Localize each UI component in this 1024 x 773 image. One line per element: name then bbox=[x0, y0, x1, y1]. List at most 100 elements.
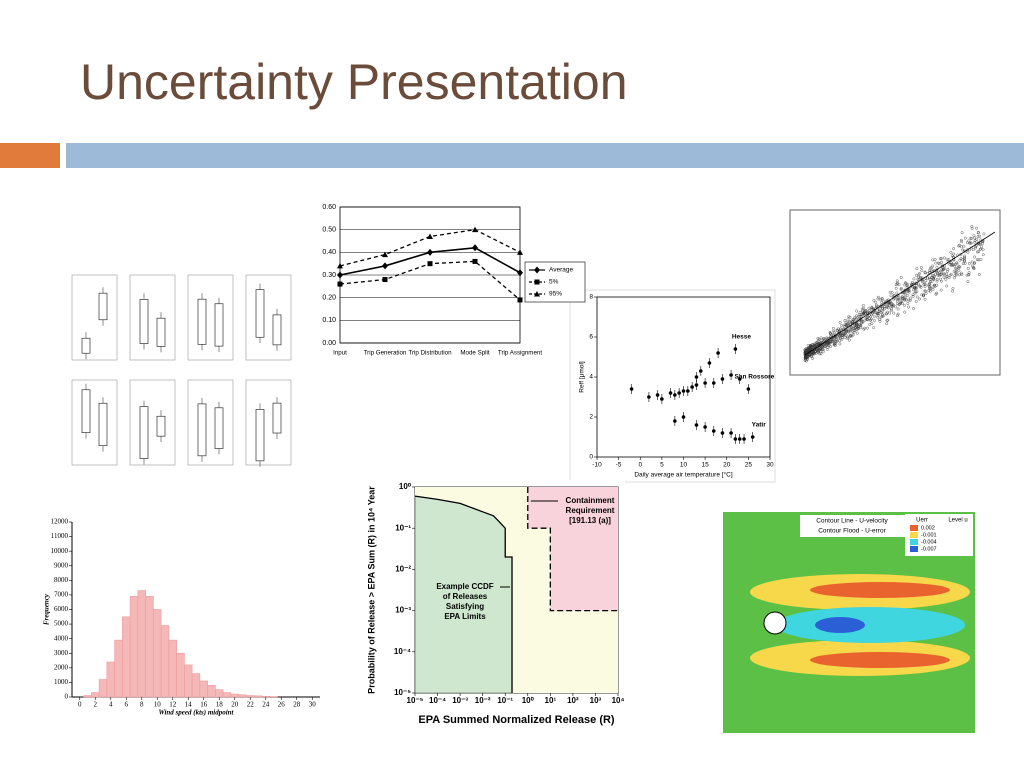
point bbox=[734, 437, 738, 441]
legend-label: 5% bbox=[549, 279, 559, 286]
point bbox=[695, 383, 699, 387]
y-tick-label: 0.50 bbox=[322, 227, 336, 234]
contour-band bbox=[815, 617, 865, 633]
y-tick-label: 5000 bbox=[54, 620, 69, 628]
legend-title: Level u bbox=[948, 518, 967, 524]
x-tick-label: 4 bbox=[109, 701, 113, 709]
point bbox=[699, 369, 703, 373]
x-tick-label: 10⁻³ bbox=[452, 696, 468, 705]
x-tick-label: Mode Split bbox=[460, 350, 490, 357]
annotation: EPA Limits bbox=[444, 612, 486, 621]
point bbox=[708, 361, 712, 365]
point bbox=[695, 423, 699, 427]
x-tick-label: 30 bbox=[766, 462, 774, 469]
y-tick-label: 4 bbox=[589, 374, 593, 381]
scatter-frame bbox=[790, 210, 1000, 375]
contour-band bbox=[810, 582, 950, 598]
bar bbox=[146, 596, 154, 697]
annotation: Containment bbox=[566, 496, 615, 505]
x-tick-label: Input bbox=[333, 350, 347, 357]
bar bbox=[153, 610, 161, 698]
legend-label: -0.001 bbox=[921, 532, 937, 538]
point bbox=[695, 375, 699, 379]
y-tick-label: 0.30 bbox=[322, 272, 336, 279]
contour-band bbox=[775, 607, 965, 643]
x-tick-label: 10⁻⁴ bbox=[429, 696, 446, 705]
box bbox=[215, 408, 223, 449]
marker bbox=[472, 244, 478, 251]
bar bbox=[239, 695, 247, 697]
legend-swatch bbox=[910, 539, 918, 545]
y-tick-label: 10⁰ bbox=[399, 482, 412, 491]
box bbox=[256, 409, 264, 460]
bar bbox=[262, 696, 270, 697]
annotation: of Releases bbox=[443, 592, 488, 601]
panel bbox=[570, 290, 775, 482]
point bbox=[734, 347, 738, 351]
y-tick-label: 0.00 bbox=[322, 340, 336, 347]
box bbox=[82, 338, 90, 353]
bar bbox=[99, 680, 107, 698]
annotation: Example CCDF bbox=[436, 582, 493, 591]
x-tick-label: 10⁰ bbox=[522, 696, 535, 705]
x-tick-label: 2 bbox=[94, 701, 98, 709]
contour-title: Contour Flood - U-error bbox=[818, 528, 886, 535]
bar bbox=[122, 617, 130, 697]
y-tick-label: 10⁻³ bbox=[395, 606, 411, 615]
marker bbox=[473, 259, 478, 264]
bar bbox=[200, 681, 208, 697]
x-axis-label: Daily average air temperature [°C] bbox=[634, 471, 733, 479]
series-line bbox=[340, 261, 520, 300]
y-tick-label: 1000 bbox=[54, 678, 69, 686]
x-tick-label: 28 bbox=[293, 701, 301, 709]
y-tick-label: 2000 bbox=[54, 663, 69, 671]
x-tick-label: Trip Assignment bbox=[498, 350, 542, 357]
y-tick-label: 0.10 bbox=[322, 317, 336, 324]
point bbox=[686, 389, 690, 393]
panel-frame bbox=[246, 380, 291, 465]
panel-frame bbox=[72, 380, 117, 465]
marker bbox=[383, 277, 388, 282]
y-tick-label: 10⁻² bbox=[395, 565, 411, 574]
x-tick-label: 10⁴ bbox=[612, 696, 625, 705]
x-tick-label: 22 bbox=[247, 701, 255, 709]
y-tick-label: 4000 bbox=[54, 634, 69, 642]
point bbox=[682, 389, 686, 393]
box bbox=[256, 290, 264, 338]
x-tick-label: 6 bbox=[125, 701, 129, 709]
box bbox=[215, 304, 223, 346]
box bbox=[140, 299, 148, 343]
x-tick-label: 10⁻¹ bbox=[497, 696, 513, 705]
y-tick-label: 3000 bbox=[54, 649, 69, 657]
marker bbox=[337, 272, 343, 279]
x-tick-label: 18 bbox=[216, 701, 224, 709]
bar bbox=[130, 596, 138, 697]
point bbox=[721, 377, 725, 381]
x-tick-label: 10 bbox=[154, 701, 162, 709]
series-label: San Rossore bbox=[735, 374, 775, 381]
y-tick-label: 9000 bbox=[54, 561, 69, 569]
y-tick-label: 0.40 bbox=[322, 249, 336, 256]
bar bbox=[192, 674, 200, 697]
x-tick-label: -5 bbox=[616, 462, 622, 469]
annotation: Satisfying bbox=[446, 602, 484, 611]
bar bbox=[84, 696, 92, 697]
box bbox=[140, 407, 148, 459]
point bbox=[647, 395, 651, 399]
legend-label: -0.004 bbox=[921, 539, 937, 545]
x-tick-label: 12 bbox=[169, 701, 177, 709]
point bbox=[742, 437, 746, 441]
legend-swatch bbox=[910, 546, 918, 552]
x-tick-label: 10 bbox=[680, 462, 688, 469]
y-tick-label: 8000 bbox=[54, 576, 69, 584]
x-tick-label: 15 bbox=[702, 462, 710, 469]
point bbox=[747, 387, 751, 391]
marker bbox=[427, 233, 433, 239]
bar bbox=[184, 665, 192, 697]
bar bbox=[169, 640, 177, 697]
x-tick-label: 20 bbox=[231, 701, 239, 709]
point bbox=[703, 381, 707, 385]
bar bbox=[138, 591, 146, 697]
bar bbox=[231, 694, 239, 697]
